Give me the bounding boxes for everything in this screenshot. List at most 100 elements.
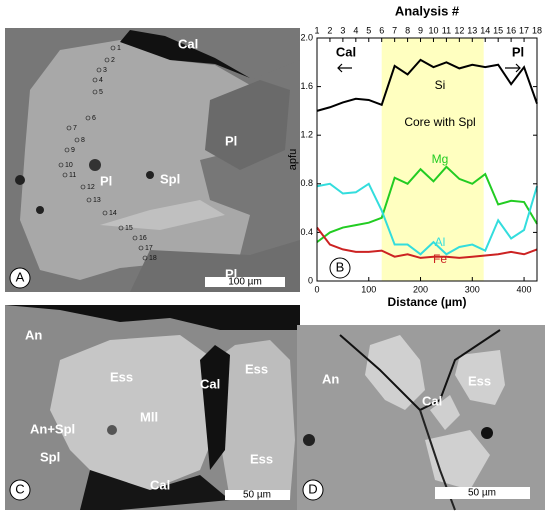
point-marker: [74, 137, 80, 143]
y-tick-label: 1.6: [300, 81, 313, 91]
point-marker: [138, 245, 144, 251]
x2-tick-label: 7: [392, 25, 397, 35]
x2-tick-label: 10: [428, 25, 438, 35]
x2-tick-label: 17: [519, 25, 529, 35]
series-label: Mg: [432, 152, 449, 166]
label: Ess: [110, 369, 133, 384]
x2-tick-label: 5: [366, 25, 371, 35]
panel-b-badge: [329, 257, 351, 279]
series-line: [316, 182, 538, 256]
x-tick-label: 400: [517, 284, 532, 294]
label: Cal: [200, 376, 220, 391]
label: Spl: [40, 449, 60, 464]
x2-tick-label: 8: [405, 25, 410, 35]
x2-tick-label: 14: [480, 25, 490, 35]
label: 5: [99, 89, 103, 96]
y-tick-label: 2.0: [300, 32, 313, 42]
point-marker: [142, 255, 148, 261]
label: 8: [81, 137, 85, 144]
label: 2: [111, 57, 115, 64]
x2-tick-label: 12: [454, 25, 464, 35]
x2-tick-label: 16: [506, 25, 516, 35]
label: 12: [87, 184, 95, 191]
series-label: Si: [435, 78, 446, 92]
x2-tick-label: 15: [493, 25, 503, 35]
label: Pl: [100, 173, 112, 188]
x2-tick-label: 18: [532, 25, 542, 35]
x2-tick-label: 1: [314, 25, 319, 35]
series-label: Fe: [433, 252, 447, 266]
annotation: Cal: [336, 44, 356, 59]
label: Mll: [140, 409, 158, 424]
arrow-right: [505, 63, 521, 73]
x-tick-label: 300: [465, 284, 480, 294]
label: Cal: [150, 477, 170, 492]
label: 1: [117, 45, 121, 52]
label: Ess: [245, 361, 268, 376]
point-marker: [118, 225, 124, 231]
label: 10: [65, 162, 73, 169]
x-tick-label: 0: [314, 284, 319, 294]
label: Pl: [225, 133, 237, 148]
series-line: [316, 58, 538, 112]
x2-tick-label: 11: [442, 25, 451, 35]
label: A: [16, 269, 25, 284]
label: An+Spl: [30, 421, 75, 436]
chart-title: Analysis #: [395, 3, 460, 18]
x2-tick-label: 4: [353, 25, 358, 35]
label: An: [25, 327, 42, 342]
y-tick-label: 0: [308, 275, 313, 285]
annotation: Core with Spl: [404, 115, 475, 129]
shaded-region: [381, 38, 484, 281]
panel-d-image: [297, 325, 545, 511]
label: 6: [92, 115, 96, 122]
x-tick-label: 100: [361, 284, 376, 294]
point-marker: [62, 172, 68, 178]
label: 17: [145, 245, 153, 252]
label: C: [15, 481, 24, 496]
label: Cal: [178, 36, 198, 51]
label: Spl: [160, 171, 180, 186]
x2-tick-label: 6: [379, 25, 384, 35]
point-marker: [58, 162, 64, 168]
label: 11: [69, 172, 76, 179]
label: 4: [99, 77, 103, 84]
label: Cal: [422, 393, 442, 408]
label: Ess: [250, 451, 273, 466]
label: 16: [139, 235, 147, 242]
label: 100 µm: [228, 277, 262, 288]
label: 7: [73, 125, 77, 132]
y-axis-label: apfu: [287, 149, 299, 170]
y-tick-label: 0.8: [300, 178, 313, 188]
arrow-left: [337, 63, 352, 73]
series-label: Al: [435, 235, 446, 249]
x2-tick-label: 9: [418, 25, 423, 35]
x2-tick-label: 13: [467, 25, 477, 35]
label: 50 µm: [243, 490, 271, 501]
x-axis-label: Distance (µm): [388, 295, 467, 309]
point-marker: [92, 89, 98, 95]
series-line: [316, 165, 538, 243]
label: 9: [71, 147, 75, 154]
point-marker: [80, 184, 86, 190]
label: An: [322, 371, 339, 386]
label: 14: [109, 210, 117, 217]
series-line: [316, 226, 538, 259]
x2-tick-label: 3: [340, 25, 345, 35]
label: 15: [125, 225, 133, 232]
y-tick-label: 0.4: [300, 227, 313, 237]
annotation: Pl: [512, 44, 524, 59]
label: D: [308, 481, 317, 496]
point-marker: [86, 197, 92, 203]
point-marker: [110, 45, 116, 51]
point-marker: [104, 57, 110, 63]
label: 13: [93, 197, 101, 204]
plot-frame: [316, 37, 538, 282]
point-marker: [102, 210, 108, 216]
x2-tick-label: 2: [327, 25, 332, 35]
point-marker: [96, 67, 102, 73]
label: 50 µm: [468, 488, 496, 499]
point-marker: [132, 235, 138, 241]
label: 3: [103, 67, 107, 74]
